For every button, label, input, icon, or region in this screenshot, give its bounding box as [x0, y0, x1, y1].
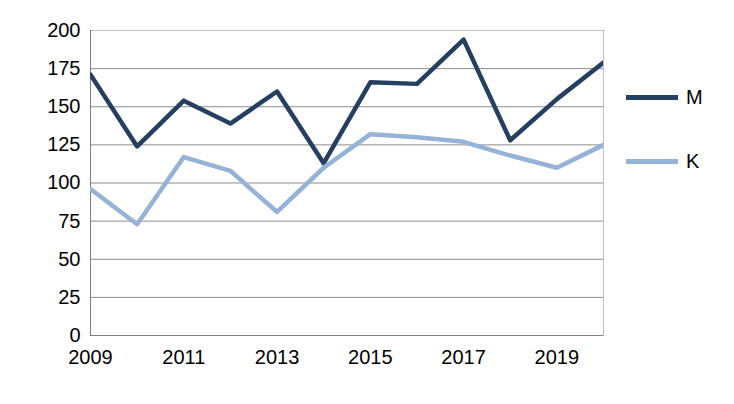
svg-text:2017: 2017 — [441, 346, 486, 368]
svg-text:2013: 2013 — [255, 346, 300, 368]
svg-text:75: 75 — [58, 210, 80, 232]
svg-text:100: 100 — [47, 171, 80, 193]
svg-text:125: 125 — [47, 133, 80, 155]
svg-text:25: 25 — [58, 286, 80, 308]
svg-text:2009: 2009 — [68, 346, 113, 368]
svg-text:0: 0 — [69, 324, 80, 346]
html-text:K: K — [686, 149, 700, 172]
svg-text:50: 50 — [58, 248, 80, 270]
svg-text:150: 150 — [47, 95, 80, 117]
html-text:M: M — [686, 85, 703, 108]
svg-text:175: 175 — [47, 57, 80, 79]
svg-text:2015: 2015 — [348, 346, 393, 368]
svg-text:2019: 2019 — [535, 346, 580, 368]
svg-text:2011: 2011 — [162, 346, 205, 368]
svg-text:200: 200 — [47, 19, 80, 41]
